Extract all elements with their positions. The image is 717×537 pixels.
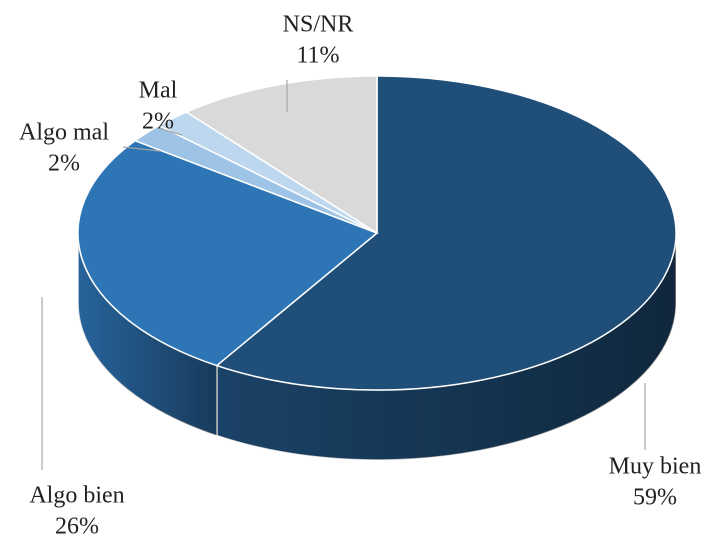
leader-line	[157, 127, 183, 136]
slice	[77, 139, 379, 367]
data-label-name: Muy bien	[609, 454, 702, 480]
data-label-name: Algo mal	[19, 120, 109, 146]
slice	[184, 75, 378, 235]
leader-line	[122, 146, 161, 152]
data-label-value: 59%	[633, 485, 677, 511]
data-label-value: 26%	[55, 514, 99, 537]
slice	[215, 75, 677, 391]
slice-side-shade	[216, 233, 677, 460]
data-label-name: Algo bien	[29, 483, 124, 509]
data-label-value: 2%	[48, 151, 80, 177]
data-label-value: 11%	[296, 43, 339, 69]
data-label-name: Mal	[139, 78, 178, 104]
data-label-name: NS/NR	[283, 12, 354, 38]
data-label-value: 2%	[142, 109, 174, 135]
